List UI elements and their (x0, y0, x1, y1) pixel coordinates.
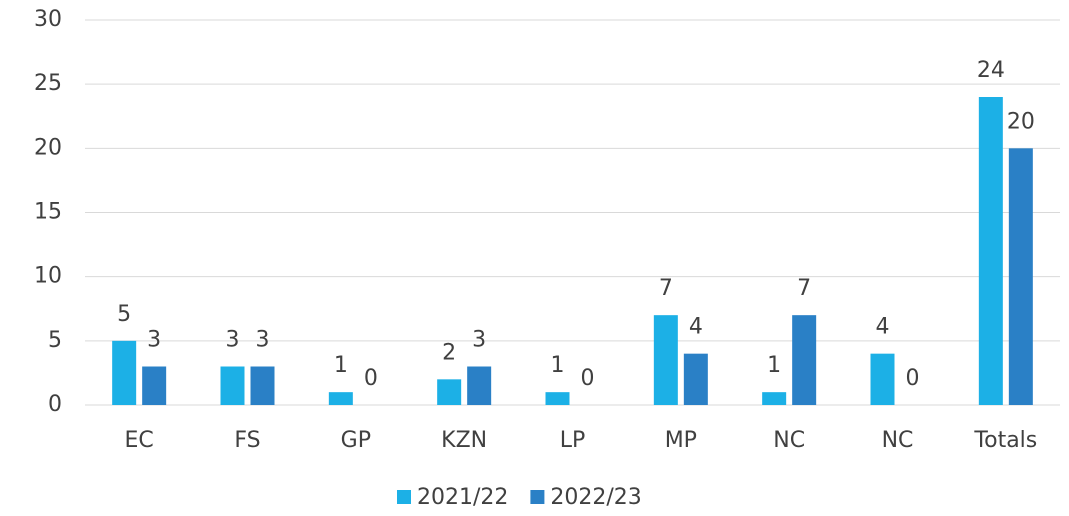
bar (683, 353, 708, 405)
y-tick-label: 15 (34, 200, 62, 225)
data-label: 3 (147, 328, 161, 353)
legend-swatch (530, 490, 545, 504)
data-label: 0 (581, 366, 595, 391)
legend-swatch (397, 490, 411, 504)
x-tick-label: FS (234, 428, 260, 453)
bar (1008, 148, 1033, 406)
bar (978, 97, 1003, 405)
y-tick-label: 25 (34, 71, 62, 96)
x-tick-label: GP (341, 428, 371, 453)
y-tick-label: 0 (48, 392, 62, 417)
y-tick-label: 10 (34, 264, 62, 289)
data-label: 24 (977, 58, 1005, 83)
bar (762, 392, 787, 405)
data-label: 7 (797, 276, 811, 301)
bar (467, 366, 492, 405)
x-tick-label: KZN (441, 428, 487, 453)
data-label: 1 (334, 353, 348, 378)
bar (112, 340, 137, 405)
y-tick-label: 20 (34, 135, 62, 160)
bar (792, 315, 817, 405)
data-label: 3 (472, 328, 486, 353)
bar (437, 379, 462, 405)
bar (545, 392, 570, 405)
data-label: 1 (767, 353, 781, 378)
y-tick-label: 5 (48, 328, 62, 353)
x-tick-label: NC (773, 428, 805, 453)
y-tick-label: 30 (34, 7, 62, 32)
data-label: 0 (364, 366, 378, 391)
data-label: 3 (256, 328, 270, 353)
bar (870, 353, 895, 405)
data-label: 1 (551, 353, 565, 378)
x-tick-label: MP (665, 428, 697, 453)
data-label: 7 (659, 276, 673, 301)
x-tick-label: NC (882, 428, 914, 453)
data-label: 3 (226, 328, 240, 353)
data-label: 0 (906, 366, 920, 391)
bar (328, 392, 353, 405)
x-tick-label: EC (125, 428, 154, 453)
bar (142, 366, 167, 405)
data-label: 4 (689, 315, 703, 340)
data-label: 20 (1007, 109, 1035, 134)
x-tick-label: Totals (973, 428, 1037, 453)
bar (220, 366, 245, 405)
bar (250, 366, 275, 405)
legend-label: 2022/23 (550, 485, 641, 510)
legend-label: 2021/22 (417, 485, 508, 510)
bar (653, 315, 678, 405)
data-label: 4 (876, 315, 890, 340)
x-tick-label: LP (560, 428, 586, 453)
data-label: 2 (442, 340, 456, 365)
data-label: 5 (117, 302, 131, 327)
